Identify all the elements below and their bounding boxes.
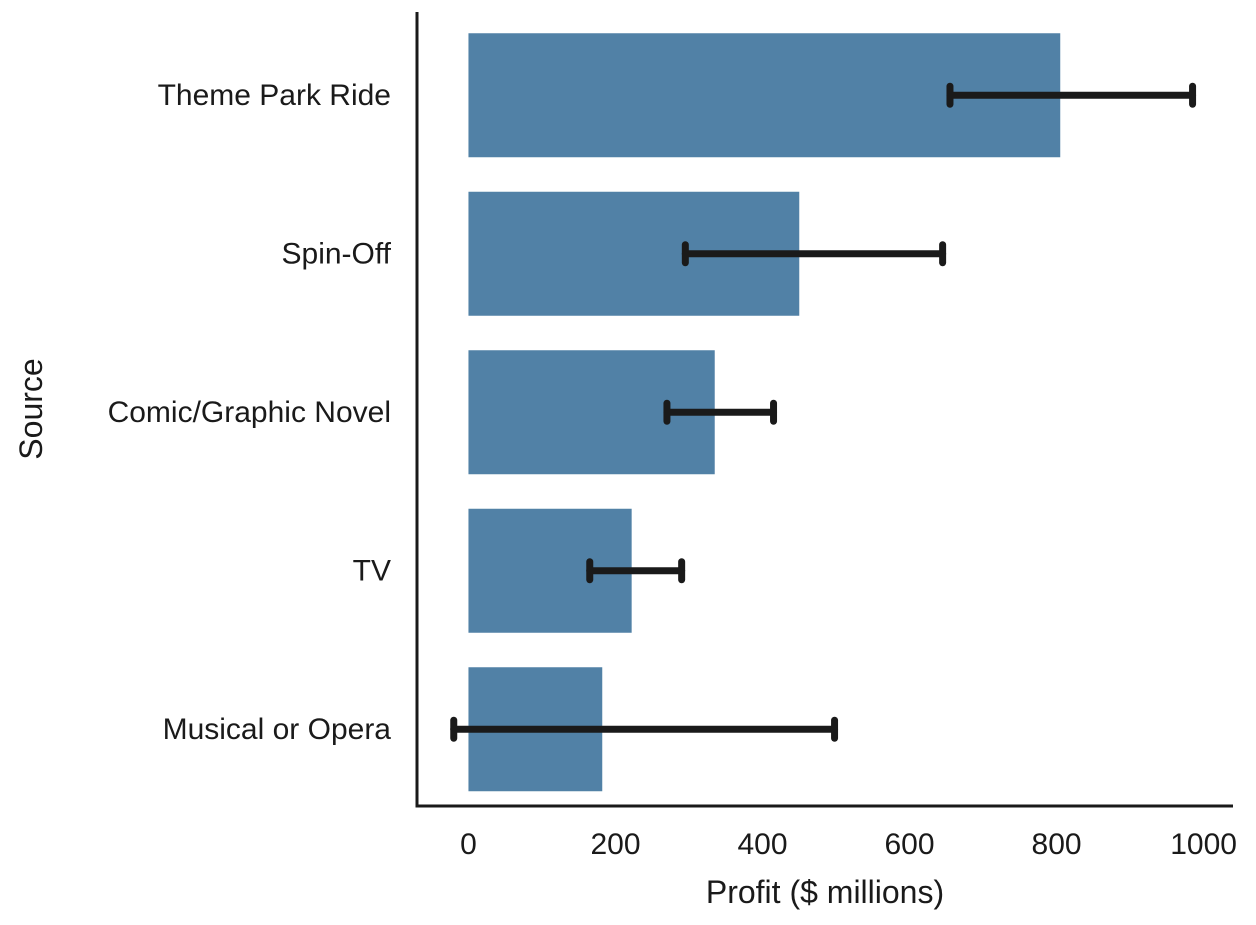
x-tick-label-400: 400 (737, 828, 787, 861)
y-tick-label-comic-graphic-novel: Comic/Graphic Novel (108, 396, 391, 429)
error-bars-group (450, 82, 1197, 742)
x-tick-labels: 0 200 400 600 800 1000 (460, 828, 1237, 861)
y-axis-title: Source (13, 358, 49, 459)
x-tick-label-200: 200 (590, 828, 640, 861)
y-tick-label-theme-park-ride: Theme Park Ride (158, 79, 391, 112)
y-tick-label-spin-off: Spin-Off (282, 237, 392, 270)
y-tick-labels: Theme Park Ride Spin-Off Comic/Graphic Nov… (108, 79, 392, 746)
x-tick-label-1000: 1000 (1170, 828, 1237, 861)
y-tick-label-musical-or-opera: Musical or Opera (163, 713, 392, 746)
x-tick-label-0: 0 (460, 828, 477, 861)
x-axis-title: Profit ($ millions) (706, 874, 944, 910)
axes-group (415, 12, 1233, 808)
x-tick-label-600: 600 (885, 828, 935, 861)
x-tick-label-800: 800 (1032, 828, 1082, 861)
y-tick-label-tv: TV (353, 554, 391, 587)
